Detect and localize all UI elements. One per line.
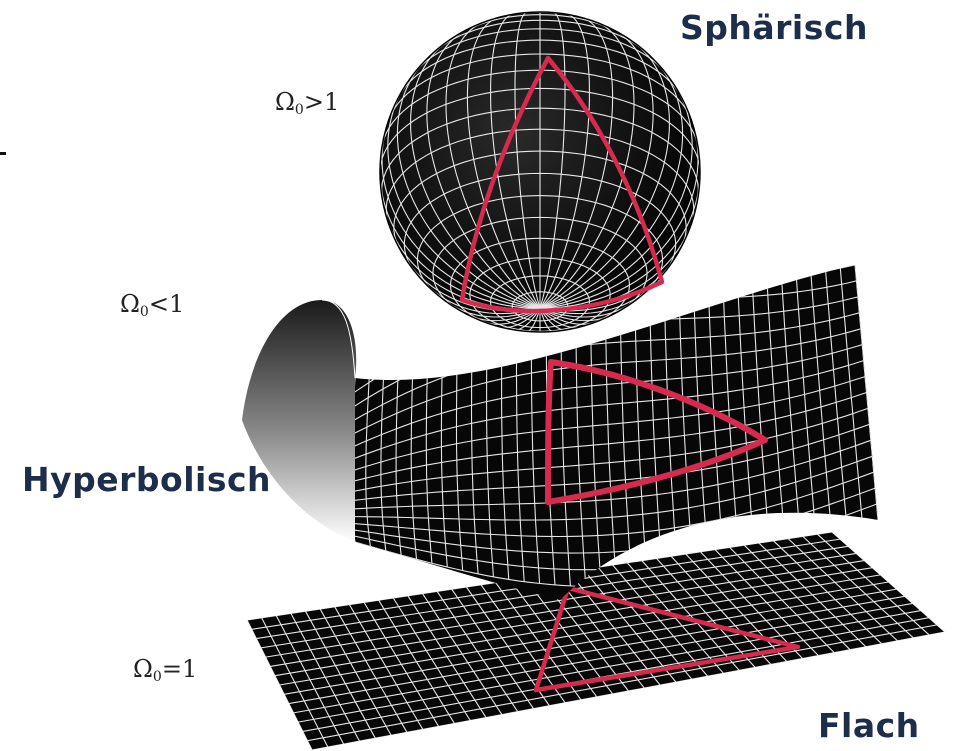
sphere-longitude-line (539, 92, 693, 309)
sphere-latitude-line (539, 107, 699, 194)
sphere-longitude-line (387, 92, 541, 309)
sphere-longitude-line (445, 22, 541, 309)
sphere-longitude-line (500, 308, 541, 328)
sphere-latitude-line (385, 128, 541, 224)
sphere-longitude-line (539, 22, 635, 309)
saddle-grid-line (355, 455, 873, 521)
sphere-latitude-line (539, 150, 687, 247)
saddle-grid-line (355, 328, 861, 436)
sphere-longitude-line (468, 307, 541, 322)
sphere-longitude-line (527, 308, 541, 332)
flat-grid-line (307, 624, 938, 742)
sphere-latitude-line (393, 150, 541, 247)
flat-heading: Flach (818, 706, 920, 745)
omega-label-flat: Ω0=1 (133, 655, 198, 685)
sphere-longitude-line (539, 308, 565, 331)
sphere-longitude-line (539, 30, 654, 309)
sphere-latitude-line (380, 87, 541, 170)
flat-grid-line (293, 602, 913, 714)
sphere-longitude-line (539, 17, 614, 309)
saddle-grid-line (355, 344, 863, 449)
spherical-heading: Sphärisch (680, 8, 868, 47)
sphere-longitude-line (514, 12, 541, 309)
sphere-longitude-line (426, 30, 541, 309)
flat-grid-line (265, 560, 865, 658)
sphere-latitude-line (381, 69, 541, 145)
sphere-longitude-line (539, 130, 699, 309)
sphere-longitude-line (539, 307, 612, 322)
sphere-longitude-line (466, 17, 541, 309)
sphere-longitude-line (396, 60, 541, 309)
sphere-latitude-line (416, 195, 541, 293)
saddle-grid-line (355, 360, 864, 461)
hyperbolic-heading: Hyperbolisch (22, 460, 272, 499)
omega-label-spherical: Ω0>1 (275, 88, 340, 118)
sphere-longitude-line (539, 308, 553, 332)
sphere-latitude-line (381, 107, 541, 194)
hyperbolic-triangle (545, 359, 768, 505)
flat-grid-line (311, 631, 946, 751)
omega-label-hyperbolic: Ω0<1 (120, 290, 185, 320)
saddle-grid-line (355, 471, 874, 538)
saddle-grid-line (355, 423, 870, 502)
sphere-longitude-line (410, 43, 541, 309)
sphere-longitude-line (539, 43, 670, 309)
sphere-longitude-line (539, 171, 700, 309)
sphere-latitude-line (539, 128, 695, 224)
sphere-longitude-line (539, 307, 596, 325)
sphere-longitude-line (539, 286, 652, 315)
sphere-latitude-line (539, 69, 699, 145)
sphere-longitude-line (448, 302, 541, 318)
flat-grid-line (260, 552, 857, 649)
saddle-grid-line (355, 376, 866, 472)
sphere-latitude-line (438, 19, 541, 49)
sphere-latitude-line (432, 216, 541, 312)
flat-grid-line (288, 595, 905, 705)
spherical-triangle (459, 55, 665, 314)
sphere-longitude-line (490, 13, 541, 309)
flat-grid-line (302, 617, 929, 732)
sphere-longitude-line (539, 12, 566, 309)
saddle-grid-line (355, 312, 860, 422)
sphere-longitude-line (515, 308, 541, 331)
sphere-latitude-line (539, 19, 642, 49)
saddle-grid-line (355, 391, 867, 483)
saddle-grid-line (355, 407, 869, 493)
sphere (379, 11, 701, 333)
saddle-grid-line (355, 439, 871, 510)
sphere-longitude-line (380, 179, 541, 309)
sphere-latitude-line (539, 172, 677, 272)
flat-grid-line (284, 588, 897, 695)
flat-grid-line (279, 581, 889, 686)
sphere-latitude-line (539, 87, 700, 170)
sphere-longitude-line (539, 13, 590, 309)
sphere-longitude-line (539, 302, 632, 318)
sphere-longitude-line (381, 130, 541, 309)
edge-tick (0, 152, 6, 155)
flat-grid-line (270, 567, 873, 667)
sphere-longitude-line (484, 307, 541, 325)
sphere-longitude-line (539, 308, 580, 328)
flat-grid-line (297, 610, 921, 723)
flat-grid-line (274, 574, 881, 677)
sphere-longitude-line (539, 60, 684, 309)
flat-triangle (533, 585, 801, 693)
